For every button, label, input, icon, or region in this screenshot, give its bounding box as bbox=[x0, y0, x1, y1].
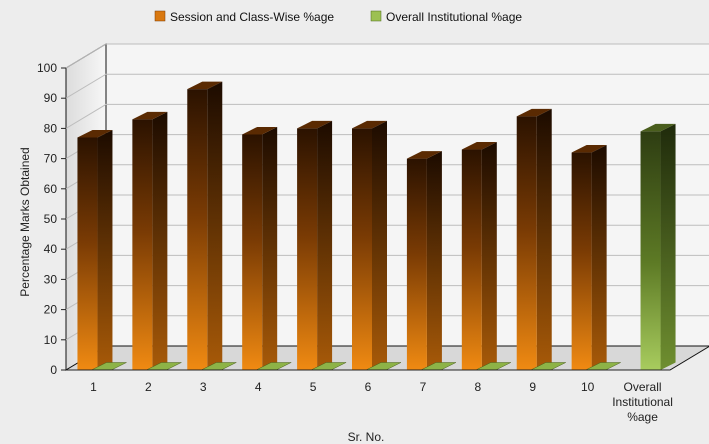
bar-side bbox=[207, 81, 223, 370]
bar bbox=[297, 120, 333, 371]
x-axis-title: Sr. No. bbox=[348, 430, 385, 444]
y-tick-label: 70 bbox=[44, 152, 58, 166]
y-axis: 0 10 20 30 40 50 60 70 80 90 100 bbox=[37, 61, 66, 377]
bar-front bbox=[640, 131, 661, 370]
bar-side bbox=[97, 129, 113, 370]
bar-side bbox=[426, 151, 442, 370]
y-tick-label: 40 bbox=[44, 242, 58, 256]
bar-front bbox=[297, 128, 318, 370]
bar bbox=[516, 108, 552, 370]
x-tick-label-line: Institutional bbox=[612, 395, 673, 409]
legend: Session and Class-Wise %age Overall Inst… bbox=[154, 10, 522, 24]
legend-swatch-session bbox=[154, 10, 166, 22]
y-tick-label: 100 bbox=[37, 61, 57, 75]
y-tick-label: 50 bbox=[44, 212, 58, 226]
x-tick-label: 1 bbox=[90, 380, 97, 394]
bar-side bbox=[536, 108, 552, 370]
legend-label-overall: Overall Institutional %age bbox=[386, 10, 522, 24]
x-tick-label: 10 bbox=[581, 380, 595, 394]
bar-side bbox=[660, 123, 676, 370]
bar bbox=[571, 145, 607, 370]
x-tick-label: 6 bbox=[365, 380, 372, 394]
x-tick-label: 4 bbox=[255, 380, 262, 394]
bar-top bbox=[406, 151, 442, 159]
bar bbox=[132, 111, 168, 370]
bar-top bbox=[242, 126, 278, 135]
bar-front bbox=[77, 137, 98, 370]
legend-swatch-overall bbox=[370, 10, 382, 22]
bar bbox=[77, 129, 113, 370]
bar-side bbox=[481, 142, 497, 370]
bar-top bbox=[352, 120, 387, 129]
x-tick-label: 8 bbox=[474, 380, 481, 394]
bar-top bbox=[187, 81, 223, 90]
bar-top bbox=[77, 129, 113, 138]
gridline bbox=[65, 103, 709, 129]
y-tick-label: 10 bbox=[44, 333, 58, 347]
legend-label-session: Session and Class-Wise %age bbox=[170, 10, 334, 24]
x-axis: 1 2 3 4 5 6 7 8 9 10 Overall Institutional %age bbox=[66, 369, 673, 424]
x-tick-label-line: %age bbox=[627, 410, 658, 424]
bar-front bbox=[406, 158, 427, 370]
bar-front bbox=[461, 149, 482, 370]
bar bbox=[187, 81, 223, 370]
x-tick-label: 2 bbox=[145, 380, 152, 394]
bar-front bbox=[187, 89, 208, 370]
y-tick-label: 20 bbox=[44, 303, 58, 317]
bar-front bbox=[242, 134, 263, 370]
x-tick-label: 5 bbox=[310, 380, 317, 394]
bar-side bbox=[152, 111, 168, 370]
bar-side bbox=[372, 120, 387, 371]
bar bbox=[406, 151, 442, 370]
bar bbox=[461, 142, 497, 370]
bar bbox=[242, 126, 278, 370]
bar-front bbox=[352, 128, 372, 370]
y-axis-title: Percentage Marks Obtained bbox=[18, 147, 32, 296]
bar-front bbox=[571, 152, 592, 370]
bar-front bbox=[132, 119, 153, 370]
bar-top bbox=[132, 111, 168, 120]
bar-top bbox=[571, 145, 607, 153]
bar-top bbox=[461, 142, 497, 150]
bar bbox=[640, 123, 676, 370]
bar-side bbox=[262, 126, 278, 370]
x-tick-label-line: Overall bbox=[624, 380, 662, 394]
y-tick-label: 80 bbox=[44, 121, 58, 135]
bar-side bbox=[317, 120, 333, 371]
y-tick-label: 0 bbox=[50, 363, 57, 377]
gridline bbox=[65, 43, 709, 69]
bar-top bbox=[297, 120, 333, 129]
bar-side bbox=[591, 145, 607, 370]
bar-top bbox=[516, 108, 552, 117]
x-tick-label: 3 bbox=[200, 380, 207, 394]
y-tick-label: 60 bbox=[44, 182, 58, 196]
bar-top bbox=[640, 123, 676, 132]
x-tick-label: 7 bbox=[420, 380, 427, 394]
y-tick-label: 90 bbox=[44, 91, 58, 105]
x-tick-label: Overall Institutional %age bbox=[612, 380, 673, 424]
bar bbox=[352, 120, 387, 371]
gridline bbox=[65, 73, 709, 99]
x-tick-label: 9 bbox=[529, 380, 536, 394]
bar-front bbox=[516, 116, 537, 370]
bars bbox=[77, 81, 676, 371]
y-tick-label: 30 bbox=[44, 272, 58, 286]
